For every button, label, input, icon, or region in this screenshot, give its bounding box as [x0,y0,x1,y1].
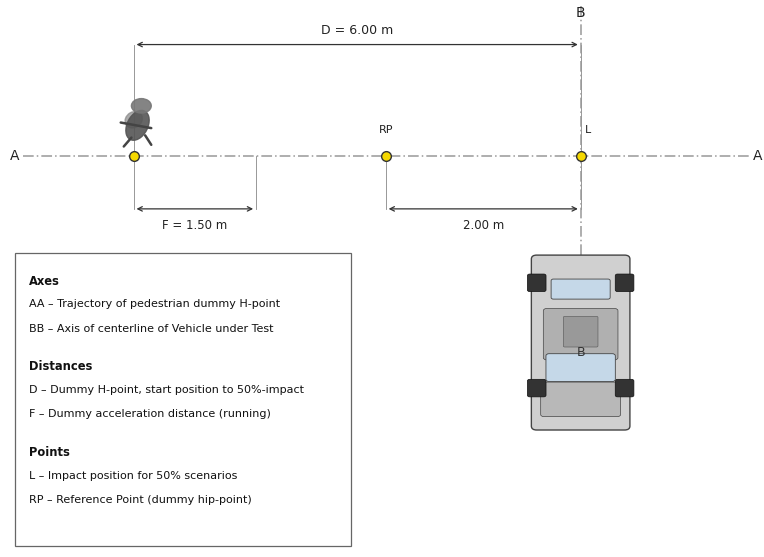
FancyBboxPatch shape [527,379,546,397]
Text: D = 6.00 m: D = 6.00 m [322,24,393,37]
FancyBboxPatch shape [615,379,634,397]
FancyBboxPatch shape [546,354,615,382]
Text: F = 1.50 m: F = 1.50 m [162,219,228,232]
Circle shape [131,99,151,113]
Text: A: A [10,149,19,163]
FancyBboxPatch shape [541,382,620,417]
Text: 2.00 m: 2.00 m [463,219,504,232]
Text: L – Impact position for 50% scenarios: L – Impact position for 50% scenarios [29,471,238,481]
FancyBboxPatch shape [563,316,598,347]
FancyBboxPatch shape [532,255,630,430]
Ellipse shape [126,110,149,140]
FancyBboxPatch shape [615,274,634,292]
Text: F – Dummy acceleration distance (running): F – Dummy acceleration distance (running… [29,409,271,419]
Text: D – Dummy H-point, start position to 50%-impact: D – Dummy H-point, start position to 50%… [29,385,304,395]
Bar [15,253,351,546]
FancyBboxPatch shape [551,279,610,299]
Text: B: B [576,346,585,359]
Text: L: L [585,125,591,135]
FancyBboxPatch shape [527,274,546,292]
Text: RP: RP [379,125,393,135]
Text: B: B [576,6,585,19]
Text: Distances: Distances [29,360,92,373]
FancyBboxPatch shape [543,309,618,360]
Text: AA – Trajectory of pedestrian dummy H-point: AA – Trajectory of pedestrian dummy H-po… [29,299,280,309]
Text: BB – Axis of centerline of Vehicle under Test: BB – Axis of centerline of Vehicle under… [29,324,274,334]
Text: Points: Points [29,446,70,459]
Text: Axes: Axes [29,275,60,287]
Text: RP – Reference Point (dummy hip-point): RP – Reference Point (dummy hip-point) [29,495,252,505]
Ellipse shape [125,111,142,128]
Text: A: A [753,149,762,163]
